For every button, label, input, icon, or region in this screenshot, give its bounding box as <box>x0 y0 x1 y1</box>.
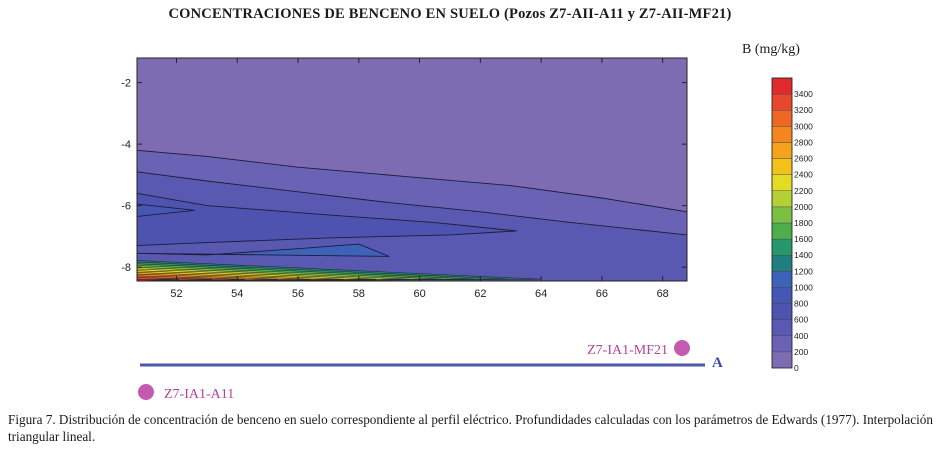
colorbar-tick-label: 2000 <box>794 202 813 212</box>
colorbar-swatch-3400 <box>771 77 793 95</box>
colorbar-frame <box>771 77 793 369</box>
chart-title: CONCENTRACIONES DE BENCENO EN SUELO (Poz… <box>168 6 732 22</box>
well-marker-mf21 <box>674 340 690 356</box>
colorbar-tick-label: 600 <box>794 315 808 325</box>
profile-annotations: A Z7-IA1-MF21 Z7-IA1-A11 <box>138 340 723 402</box>
plot-axes: 52 54 56 58 60 62 64 66 68 -2 -4 -6 -8 <box>121 58 687 300</box>
contour-fill-group <box>137 58 687 281</box>
colorbar-tick-label: 2400 <box>794 170 813 180</box>
colorbar-tick-label: 2600 <box>794 154 813 164</box>
y-tick-label: -6 <box>121 201 131 213</box>
contour-band-800 <box>137 203 195 217</box>
x-tick-label: 58 <box>353 288 365 300</box>
colorbar-title: B (mg/kg) <box>742 42 800 57</box>
colorbar-tick-label: 800 <box>794 299 808 309</box>
y-tick-label: -8 <box>121 262 131 274</box>
well-marker-a11 <box>138 384 154 400</box>
colorbar-tick-label: 400 <box>794 331 808 341</box>
colorbar-tick-label: 1800 <box>794 218 813 228</box>
x-tick-label: 68 <box>657 288 669 300</box>
colorbar-tick-label: 2200 <box>794 186 813 196</box>
colorbar-swatch-600 <box>771 303 793 320</box>
colorbar-tick-label: 1600 <box>794 234 813 244</box>
colorbar-tick-label: 1000 <box>794 282 813 292</box>
well-label-a11: Z7-IA1-A11 <box>164 387 234 402</box>
colorbar-swatch-800 <box>771 287 793 304</box>
colorbar-swatch-200 <box>771 335 793 353</box>
plot-frame <box>136 57 688 282</box>
colorbar-swatch-2800 <box>771 126 793 143</box>
colorbar-swatch-3200 <box>771 93 793 111</box>
x-tick-label: 64 <box>535 288 547 300</box>
colorbar-tick-label: 3200 <box>794 105 813 115</box>
colorbar-swatch-1800 <box>771 206 793 224</box>
colorbar: 0 200 400 600 800 1000 1200 1400 1600 1800 2000 220… <box>771 77 813 373</box>
colorbar-tick-label: 0 <box>794 363 799 373</box>
x-tick-label: 56 <box>292 288 304 300</box>
colorbar-swatch-1600 <box>771 222 793 240</box>
colorbar-tick-label: 3400 <box>794 89 813 99</box>
colorbar-swatch-2000 <box>771 190 793 208</box>
colorbar-swatch-0 <box>771 351 793 369</box>
colorbar-swatch-1000 <box>771 271 793 288</box>
colorbar-tick-label: 200 <box>794 347 808 357</box>
x-tick-label: 54 <box>231 288 243 300</box>
colorbar-tick-label: 2800 <box>794 137 813 147</box>
x-tick-label: 66 <box>596 288 608 300</box>
colorbar-swatch-2600 <box>771 142 793 159</box>
colorbar-swatch-400 <box>771 319 793 336</box>
x-tick-label: 62 <box>474 288 486 300</box>
contour-band-600 <box>137 192 517 247</box>
x-tick-label: 60 <box>413 288 425 300</box>
colorbar-swatch-2400 <box>771 158 793 175</box>
x-tick-label: 52 <box>170 288 182 300</box>
colorbar-swatch-1400 <box>771 238 793 256</box>
colorbar-swatch-3000 <box>771 110 793 127</box>
colorbar-tick-label: 1200 <box>794 266 813 276</box>
y-tick-label: -2 <box>121 78 131 90</box>
profile-label: A <box>712 355 723 371</box>
colorbar-swatch-1200 <box>771 255 793 272</box>
well-label-mf21: Z7-IA1-MF21 <box>587 343 668 358</box>
figure-caption: Figura 7. Distribución de concentración … <box>8 412 933 444</box>
contour-band-1000 <box>137 243 390 257</box>
colorbar-swatch-2200 <box>771 174 793 191</box>
contour-plot <box>136 57 688 282</box>
y-tick-label: -4 <box>121 139 131 151</box>
colorbar-tick-label: 1400 <box>794 250 813 260</box>
colorbar-tick-label: 3000 <box>794 121 813 131</box>
